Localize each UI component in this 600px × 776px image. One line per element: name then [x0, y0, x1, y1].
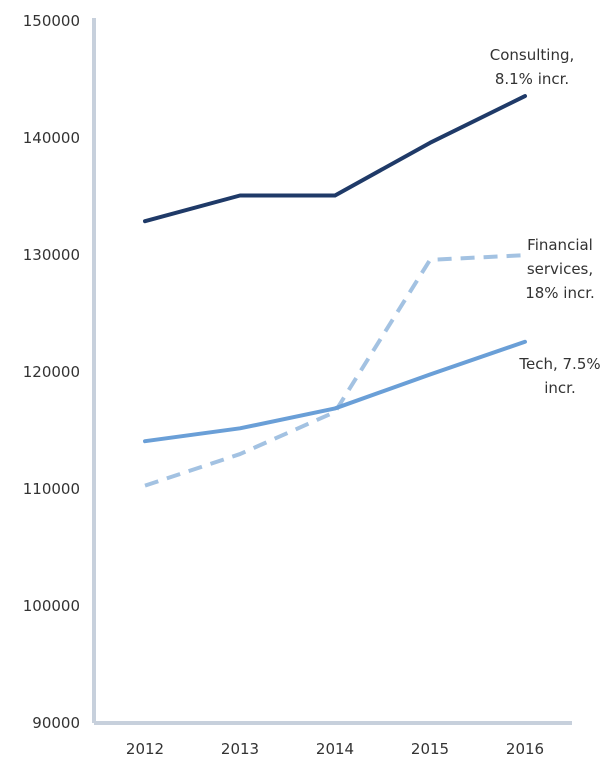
series-line-tech	[143, 339, 527, 444]
y-tick-label: 100000	[23, 597, 80, 615]
x-tick-labels: 2012 2013 2014 2015 2016	[126, 740, 544, 758]
series-annotation-financial-services: services,	[527, 260, 593, 278]
series-annotation-tech: Tech, 7.5%	[518, 355, 600, 373]
x-tick-label: 2012	[126, 740, 164, 758]
series-annotation-consulting: Consulting,	[490, 46, 575, 64]
y-tick-label: 90000	[32, 714, 80, 732]
x-tick-label: 2013	[221, 740, 259, 758]
y-tick-label: 130000	[23, 246, 80, 264]
series-annotation-financial-services: Financial	[527, 236, 593, 254]
y-tick-label: 120000	[23, 363, 80, 381]
series-line-financial-services	[144, 253, 526, 488]
x-tick-label: 2016	[506, 740, 544, 758]
series-annotation-financial-services: 18% incr.	[525, 284, 595, 302]
series-annotation-tech: incr.	[544, 379, 575, 397]
x-tick-label: 2014	[316, 740, 354, 758]
y-tick-label: 110000	[23, 480, 80, 498]
series-line-consulting	[143, 94, 527, 224]
series-lines	[143, 94, 527, 488]
series-annotation-consulting: 8.1% incr.	[495, 70, 569, 88]
x-tick-label: 2015	[411, 740, 449, 758]
y-tick-label: 150000	[23, 12, 80, 30]
y-tick-label: 140000	[23, 129, 80, 147]
series-annotations: Consulting, 8.1% incr. Financial services, 1…	[490, 46, 600, 397]
y-tick-labels: 150000 140000 130000 120000 110000 100000 9000…	[23, 12, 80, 732]
